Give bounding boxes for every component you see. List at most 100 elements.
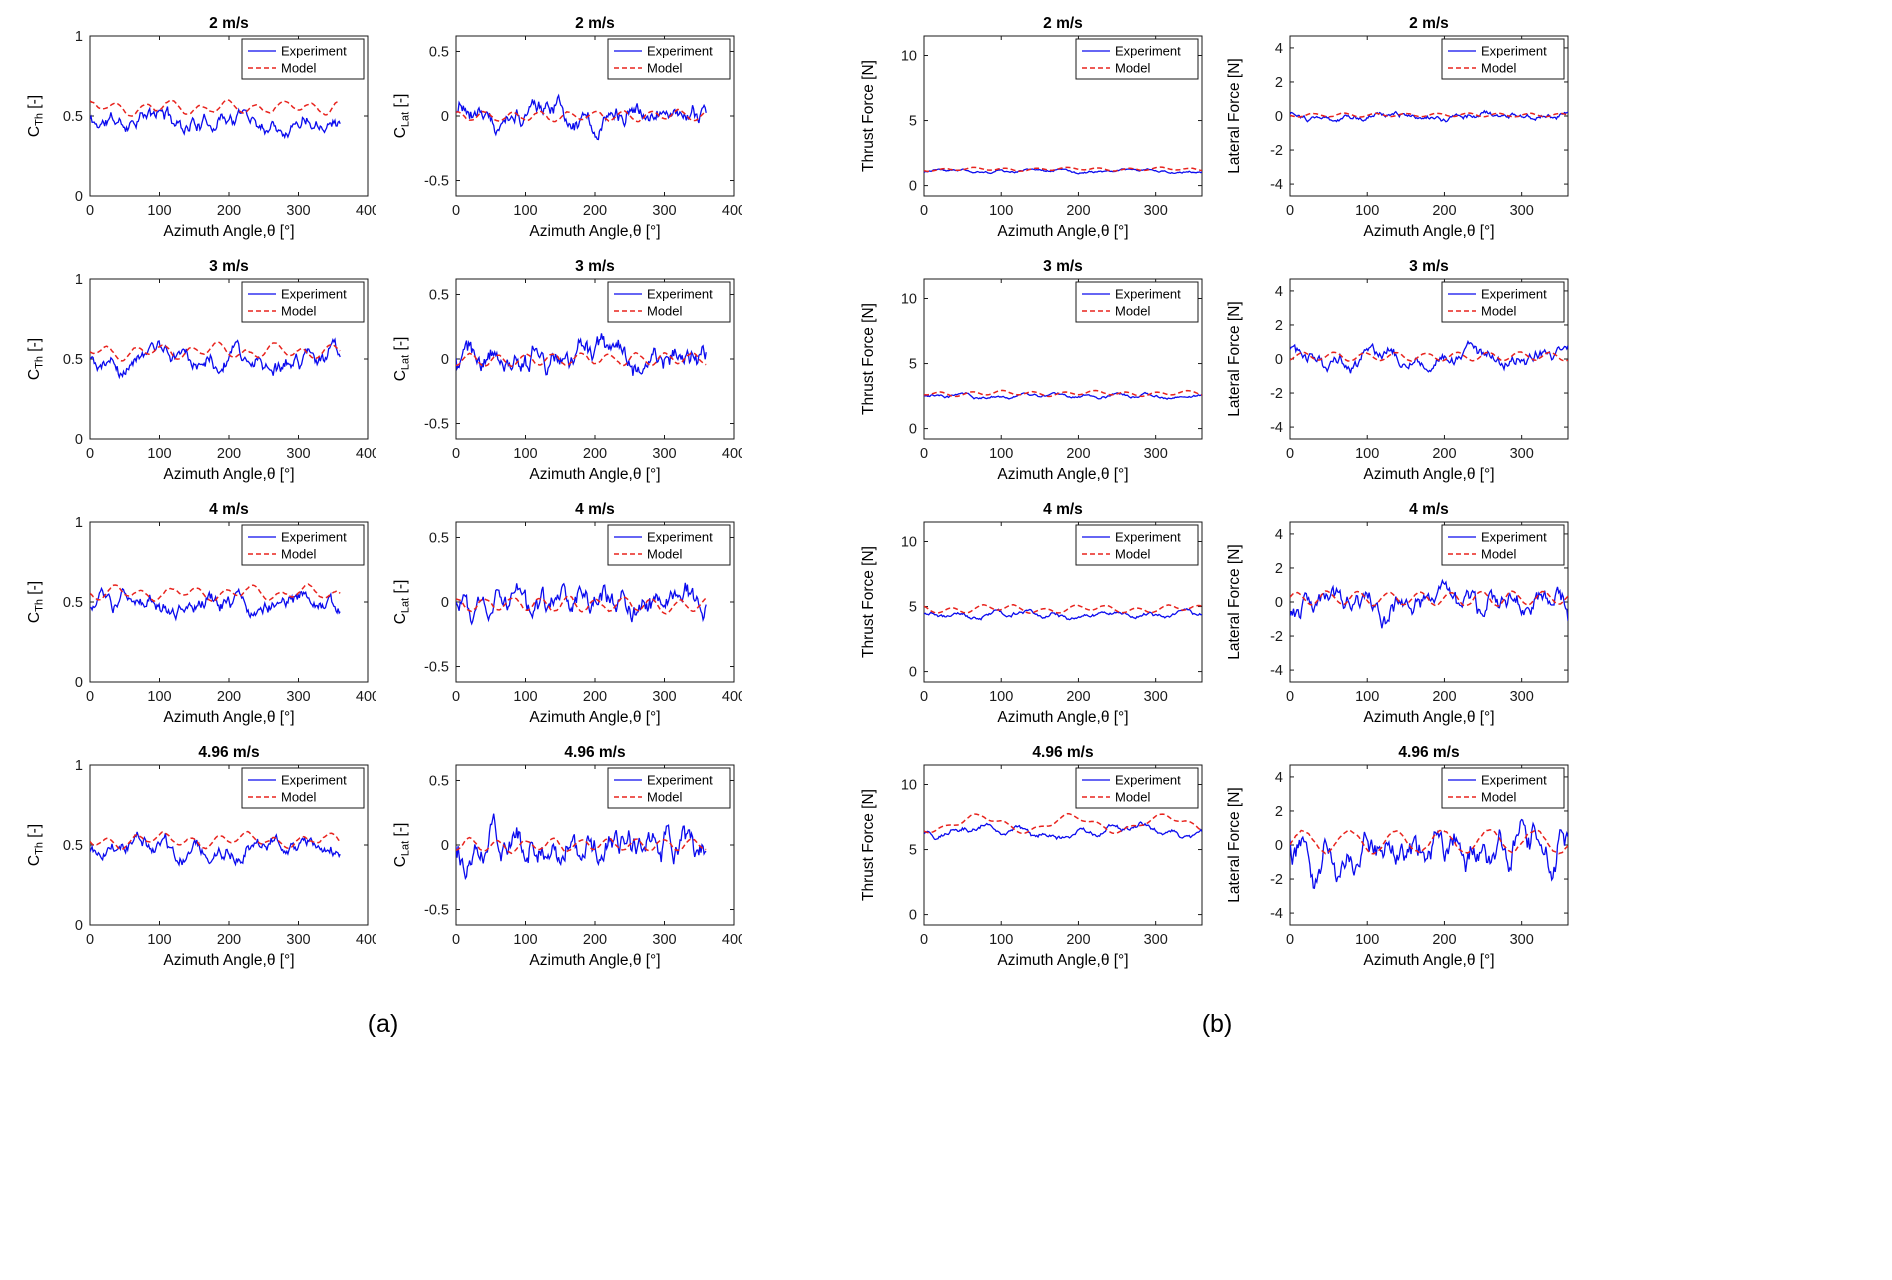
y-tick-label: -4 — [1270, 906, 1283, 922]
y-tick-label: 0 — [75, 189, 83, 205]
y-tick-label: 0.5 — [63, 595, 83, 611]
tick-marks — [923, 36, 1202, 196]
x-axis-label: Azimuth Angle,θ [°] — [1363, 466, 1494, 483]
tick-marks — [1289, 765, 1568, 925]
subplot-b-row3-col0: 0 100 200 300 0 5 10 4.96 m/s Azimuth Angle,θ [°… — [860, 744, 1203, 969]
legend: Experiment Model — [607, 281, 731, 323]
legend-model-label: Model — [1115, 304, 1151, 319]
x-axis-label: Azimuth Angle,θ [°] — [163, 223, 294, 240]
y-axis-label: CLat [-] — [392, 94, 412, 139]
subplot-b-row1-col1: 0 100 200 300 -4 -2 0 2 4 3 m/s Azimuth Angle,θ [°… — [1226, 258, 1569, 483]
x-tick-label: 0 — [1286, 689, 1294, 705]
experiment-line — [1290, 109, 1568, 123]
x-axis-label: Azimuth Angle,θ [°] — [1363, 952, 1494, 969]
x-tick-label: 300 — [1144, 446, 1168, 462]
x-tick-label: 0 — [920, 446, 928, 462]
y-tick-label: 1 — [75, 29, 83, 45]
x-tick-label: 400 — [356, 203, 376, 219]
y-tick-label: 0 — [1275, 109, 1283, 125]
y-tick-label: 4 — [1275, 527, 1283, 543]
subplot-title: 4 m/s — [575, 501, 615, 518]
x-tick-label: 100 — [989, 203, 1013, 219]
x-tick-label: 200 — [1432, 932, 1456, 948]
x-tick-label: 0 — [86, 203, 94, 219]
subplot-a-row0-col0: 0 100 200 300 400 0 0.5 1 2 m/s Azimuth Angle,θ [… — [26, 15, 376, 240]
x-tick-label: 200 — [1066, 446, 1090, 462]
x-tick-label: 100 — [989, 446, 1013, 462]
subplot-b-row2-col1: 0 100 200 300 -4 -2 0 2 4 4 m/s Azimuth Angle,θ [°… — [1226, 501, 1569, 726]
y-axis-label: CLat [-] — [392, 580, 412, 625]
caption-a: (a) — [367, 1010, 399, 1038]
legend: Experiment Model — [1075, 767, 1199, 809]
legend-experiment-label: Experiment — [1481, 773, 1547, 788]
experiment-line — [90, 106, 341, 140]
x-tick-label: 200 — [1066, 689, 1090, 705]
y-axis-label: CTh [-] — [26, 95, 46, 137]
legend: Experiment Model — [607, 524, 731, 566]
y-tick-label: 5 — [909, 114, 917, 130]
x-tick-label: 200 — [583, 446, 607, 462]
tick-marks — [89, 764, 369, 926]
x-tick-label: 0 — [86, 689, 94, 705]
y-tick-label: 0.5 — [429, 773, 449, 789]
x-tick-label: 200 — [583, 932, 607, 948]
x-tick-label: 100 — [513, 203, 537, 219]
x-tick-label: 0 — [920, 932, 928, 948]
model-line — [1290, 590, 1568, 607]
y-axis-label: Thrust Force [N] — [860, 60, 877, 172]
x-tick-label: 200 — [217, 932, 241, 948]
x-tick-label: 0 — [1286, 203, 1294, 219]
y-tick-label: 1 — [75, 515, 83, 531]
series-lines — [924, 166, 1202, 175]
legend-model-label: Model — [1115, 61, 1151, 76]
y-axis-label: CTh [-] — [26, 581, 46, 623]
model-line — [1290, 351, 1568, 362]
x-tick-label: 0 — [1286, 932, 1294, 948]
experiment-line — [90, 337, 341, 380]
y-tick-label: 2 — [1275, 804, 1283, 820]
series-lines — [1290, 339, 1568, 374]
x-tick-label: 300 — [652, 203, 676, 219]
tick-marks — [1289, 36, 1568, 196]
y-tick-label: 10 — [901, 292, 917, 308]
legend: Experiment Model — [1075, 524, 1199, 566]
model-line — [924, 603, 1202, 615]
x-tick-label: 200 — [217, 203, 241, 219]
legend-experiment-label: Experiment — [647, 287, 713, 302]
x-tick-label: 300 — [1144, 932, 1168, 948]
series-lines — [924, 389, 1202, 400]
legend-experiment-label: Experiment — [1481, 287, 1547, 302]
subplot-title: 3 m/s — [1409, 258, 1449, 275]
legend-experiment-label: Experiment — [281, 773, 347, 788]
y-tick-label: 0 — [75, 918, 83, 934]
y-axis-label: CTh [-] — [26, 824, 46, 866]
subplot-title: 4 m/s — [1409, 501, 1449, 518]
x-axis-label: Azimuth Angle,θ [°] — [163, 709, 294, 726]
y-tick-label: -0.5 — [424, 903, 449, 919]
legend-experiment-label: Experiment — [1481, 44, 1547, 59]
y-tick-label: 2 — [1275, 561, 1283, 577]
series-lines — [90, 830, 341, 867]
model-line — [924, 812, 1202, 835]
legend: Experiment Model — [1075, 38, 1199, 80]
x-tick-label: 100 — [1355, 932, 1379, 948]
experiment-line — [1290, 578, 1568, 629]
legend: Experiment Model — [607, 767, 731, 809]
tick-marks — [923, 765, 1202, 925]
experiment-line — [924, 607, 1202, 621]
subplot-title: 4.96 m/s — [564, 744, 625, 761]
subplot-title: 4.96 m/s — [198, 744, 259, 761]
legend-model-label: Model — [647, 304, 683, 319]
legend-experiment-label: Experiment — [1115, 44, 1181, 59]
legend: Experiment Model — [241, 38, 365, 80]
legend-model-label: Model — [1481, 304, 1517, 319]
model-line — [456, 108, 707, 123]
y-tick-label: 4 — [1275, 284, 1283, 300]
x-tick-label: 400 — [722, 203, 742, 219]
series-lines — [456, 333, 707, 376]
subplot-b-row0-col0: 0 100 200 300 0 5 10 2 m/s Azimuth Angle,θ [°] Th… — [860, 15, 1203, 240]
series-lines — [456, 582, 707, 626]
y-tick-label: -4 — [1270, 663, 1283, 679]
